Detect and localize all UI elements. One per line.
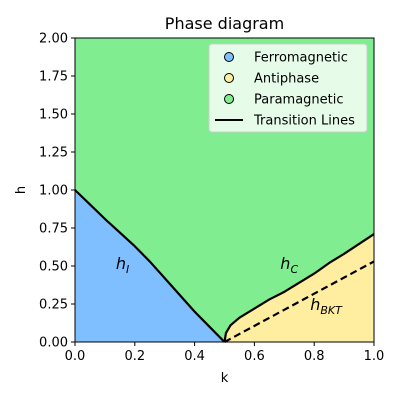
x-tick-label: 0.6: [244, 349, 265, 364]
plot-area: 0.0 0.2 0.4 0.6 0.8 1.0 0.00 0.25 0.50 0.75 1.00 1.…: [39, 32, 384, 365]
y-tick-label: 1.00: [39, 184, 68, 199]
x-tick-label: 1.0: [364, 349, 385, 364]
y-tick-label: 1.50: [39, 108, 68, 123]
y-tick-label: 2.00: [39, 32, 68, 47]
y-tick-label: 0.25: [39, 298, 68, 313]
chart-title: Phase diagram: [165, 14, 284, 33]
x-axis-label: k: [221, 371, 229, 386]
legend-label-antiphase: Antiphase: [254, 72, 319, 87]
legend-marker-paramagnetic: [225, 95, 234, 104]
legend-marker-ferromagnetic: [225, 53, 234, 62]
legend-marker-antiphase: [225, 74, 234, 83]
y-tick-label: 0.00: [39, 336, 68, 351]
y-axis-label: h: [14, 186, 29, 194]
y-tick-label: 1.75: [39, 70, 68, 85]
x-tick-label: 0.8: [304, 349, 325, 364]
x-tick-label: 0.0: [65, 349, 86, 364]
x-tick-label: 0.2: [124, 349, 145, 364]
legend: Ferromagnetic Antiphase Paramagnetic Transi…: [209, 44, 367, 132]
legend-label-paramagnetic: Paramagnetic: [254, 93, 344, 108]
legend-label-transition-lines: Transition Lines: [253, 114, 355, 129]
y-tick-label: 0.75: [39, 222, 68, 237]
y-tick-label: 0.50: [39, 260, 68, 275]
y-tick-label: 1.25: [39, 146, 68, 161]
legend-label-ferromagnetic: Ferromagnetic: [254, 51, 348, 66]
x-tick-label: 0.4: [184, 349, 205, 364]
